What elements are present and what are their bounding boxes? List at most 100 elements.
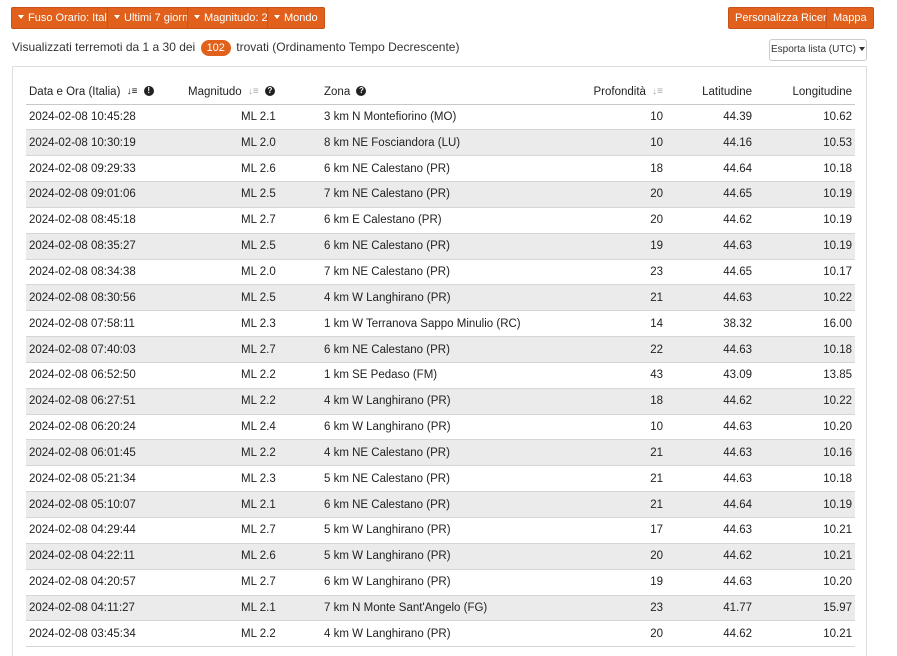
cell-magnitude: ML 2.3 [185,465,312,493]
cell-magnitude: ML 2.3 [185,310,312,338]
table-row[interactable]: 2024-02-08 10:30:19 ML 2.0 8 km NE Foscian… [26,129,855,157]
cell-latitude: 44.39 [671,104,755,131]
cell-zone[interactable]: 4 km NE Calestano (PR) [312,439,568,467]
table-row[interactable]: 2024-02-08 09:01:06 ML 2.5 7 km NE Calesta… [26,181,855,208]
sort-descending-icon[interactable]: ↓≡ [126,85,138,97]
question-icon[interactable]: ? [264,86,275,97]
cell-magnitude: ML 2.2 [185,388,312,415]
magnitude-filter-button[interactable]: Magnitudo: 2+ [187,7,282,29]
export-list-dropdown[interactable]: Esporta lista (UTC) [769,39,867,61]
cell-latitude: 44.62 [671,207,755,234]
cell-depth: 21 [568,465,671,493]
timezone-filter-button[interactable]: Fuso Orario: Italia [11,7,123,29]
cell-magnitude: ML 2.1 [185,491,312,518]
cell-date: 2024-02-08 07:40:03 [26,336,185,363]
column-header-longitude[interactable]: Longitudine [755,78,855,105]
cell-zone[interactable]: 6 km NE Calestano (PR) [312,155,568,183]
cell-zone[interactable]: 4 km W Langhirano (PR) [312,388,568,415]
cell-magnitude: ML 2.2 [185,362,312,389]
info-icon[interactable]: ! [143,86,154,97]
table-row[interactable]: 2024-02-08 06:27:51 ML 2.2 4 km W Langhira… [26,388,855,415]
cell-date: 2024-02-08 04:29:44 [26,517,185,544]
cell-depth: 17 [568,517,671,544]
cell-zone[interactable]: 6 km NE Calestano (PR) [312,491,568,518]
cell-zone[interactable]: 6 km E Calestano (PR) [312,207,568,234]
table-row[interactable]: 2024-02-08 04:20:57 ML 2.7 6 km W Langhira… [26,569,855,596]
cell-magnitude: ML 2.4 [185,414,312,441]
cell-depth: 21 [568,284,671,312]
table-row[interactable]: 2024-02-08 07:40:03 ML 2.7 6 km NE Calesta… [26,336,855,363]
cell-zone[interactable]: 7 km NE Calestano (PR) [312,181,568,208]
cell-latitude: 44.63 [671,233,755,260]
table-row[interactable]: 2024-02-08 04:11:27 ML 2.1 7 km N Monte Sa… [26,595,855,622]
customize-search-button[interactable]: Personalizza Ricerca [728,7,846,29]
cell-date: 2024-02-08 06:27:51 [26,388,185,415]
cell-date: 2024-02-08 08:30:56 [26,284,185,312]
summary-prefix: Visualizzati terremoti da 1 a 30 dei [12,40,196,54]
cell-zone[interactable]: 8 km NE Fosciandora (LU) [312,129,568,157]
period-filter-button[interactable]: Ultimi 7 giorni [107,7,198,29]
table-row[interactable]: 2024-02-08 05:10:07 ML 2.1 6 km NE Calesta… [26,491,855,518]
table-row[interactable]: 2024-02-08 06:20:24 ML 2.4 6 km W Langhira… [26,414,855,441]
question-icon[interactable]: ? [356,86,367,97]
table-row[interactable]: 2024-02-08 08:34:38 ML 2.0 7 km NE Calesta… [26,259,855,286]
table-row[interactable]: 2024-02-08 06:52:50 ML 2.2 1 km SE Pedaso … [26,362,855,389]
cell-depth: 10 [568,414,671,441]
cell-zone[interactable]: 5 km W Langhirano (PR) [312,543,568,570]
cell-zone[interactable]: 6 km NE Calestano (PR) [312,336,568,363]
cell-zone[interactable]: 6 km NE Calestano (PR) [312,233,568,260]
cell-zone[interactable]: 7 km N Monte Sant'Angelo (FG) [312,595,568,622]
cell-latitude: 44.16 [671,129,755,157]
cell-depth: 20 [568,181,671,208]
cell-zone[interactable]: 1 km SE Pedaso (FM) [312,362,568,389]
column-header-date[interactable]: Data e Ora (Italia) ↓≡ ! [26,78,185,105]
map-button[interactable]: Mappa [826,7,874,29]
cell-zone[interactable]: 4 km W Langhirano (PR) [312,284,568,312]
cell-date: 2024-02-08 08:34:38 [26,259,185,286]
cell-zone[interactable]: 7 km NE Calestano (PR) [312,259,568,286]
table-row[interactable]: 2024-02-08 08:45:18 ML 2.7 6 km E Calestan… [26,207,855,234]
cell-longitude: 10.18 [755,155,855,183]
cell-longitude: 10.20 [755,414,855,441]
region-filter-button[interactable]: Mondo [267,7,325,29]
export-list-label: Esporta lista (UTC) [770,44,856,55]
cell-magnitude: ML 2.0 [185,129,312,157]
cell-depth: 18 [568,388,671,415]
cell-depth: 21 [568,439,671,467]
cell-longitude: 10.19 [755,181,855,208]
cell-depth: 23 [568,595,671,622]
table-row[interactable]: 2024-02-08 04:29:44 ML 2.7 5 km W Langhira… [26,517,855,544]
cell-zone[interactable]: 5 km W Langhirano (PR) [312,517,568,544]
table-row[interactable]: 2024-02-08 10:45:28 ML 2.1 3 km N Montefio… [26,104,855,131]
cell-zone[interactable]: 5 km NE Calestano (PR) [312,465,568,493]
sort-neutral-icon[interactable]: ↓≡ [652,85,663,97]
table-row[interactable]: 2024-02-08 08:30:56 ML 2.5 4 km W Langhira… [26,284,855,312]
cell-magnitude: ML 2.5 [185,284,312,312]
cell-zone[interactable]: 6 km W Langhirano (PR) [312,569,568,596]
cell-longitude: 10.18 [755,336,855,363]
cell-latitude: 44.62 [671,388,755,415]
column-header-depth[interactable]: Profondità ↓≡ [568,78,671,105]
column-header-zone[interactable]: Zona ? [312,78,568,105]
cell-latitude: 44.62 [671,620,755,648]
column-header-latitude[interactable]: Latitudine [671,78,755,105]
table-row[interactable]: 2024-02-08 09:29:33 ML 2.6 6 km NE Calesta… [26,155,855,183]
cell-magnitude: ML 2.1 [185,104,312,131]
cell-latitude: 44.63 [671,517,755,544]
table-row[interactable]: 2024-02-08 03:45:34 ML 2.2 4 km W Langhira… [26,620,855,648]
column-header-magnitude[interactable]: Magnitudo ↓≡ ? [185,78,312,105]
table-row[interactable]: 2024-02-08 04:22:11 ML 2.6 5 km W Langhira… [26,543,855,570]
cell-zone[interactable]: 4 km W Langhirano (PR) [312,620,568,648]
cell-longitude: 10.22 [755,388,855,415]
table-row[interactable]: 2024-02-08 06:01:45 ML 2.2 4 km NE Calesta… [26,439,855,467]
cell-zone[interactable]: 6 km W Langhirano (PR) [312,414,568,441]
cell-zone[interactable]: 1 km W Terranova Sappo Minulio (RC) [312,310,568,338]
cell-zone[interactable]: 3 km N Montefiorino (MO) [312,104,568,131]
cell-latitude: 44.63 [671,336,755,363]
cell-date: 2024-02-08 05:21:34 [26,465,185,493]
cell-depth: 21 [568,491,671,518]
table-row[interactable]: 2024-02-08 05:21:34 ML 2.3 5 km NE Calesta… [26,465,855,493]
table-row[interactable]: 2024-02-08 08:35:27 ML 2.5 6 km NE Calesta… [26,233,855,260]
sort-neutral-icon[interactable]: ↓≡ [247,85,259,97]
table-row[interactable]: 2024-02-08 07:58:11 ML 2.3 1 km W Terranov… [26,310,855,338]
